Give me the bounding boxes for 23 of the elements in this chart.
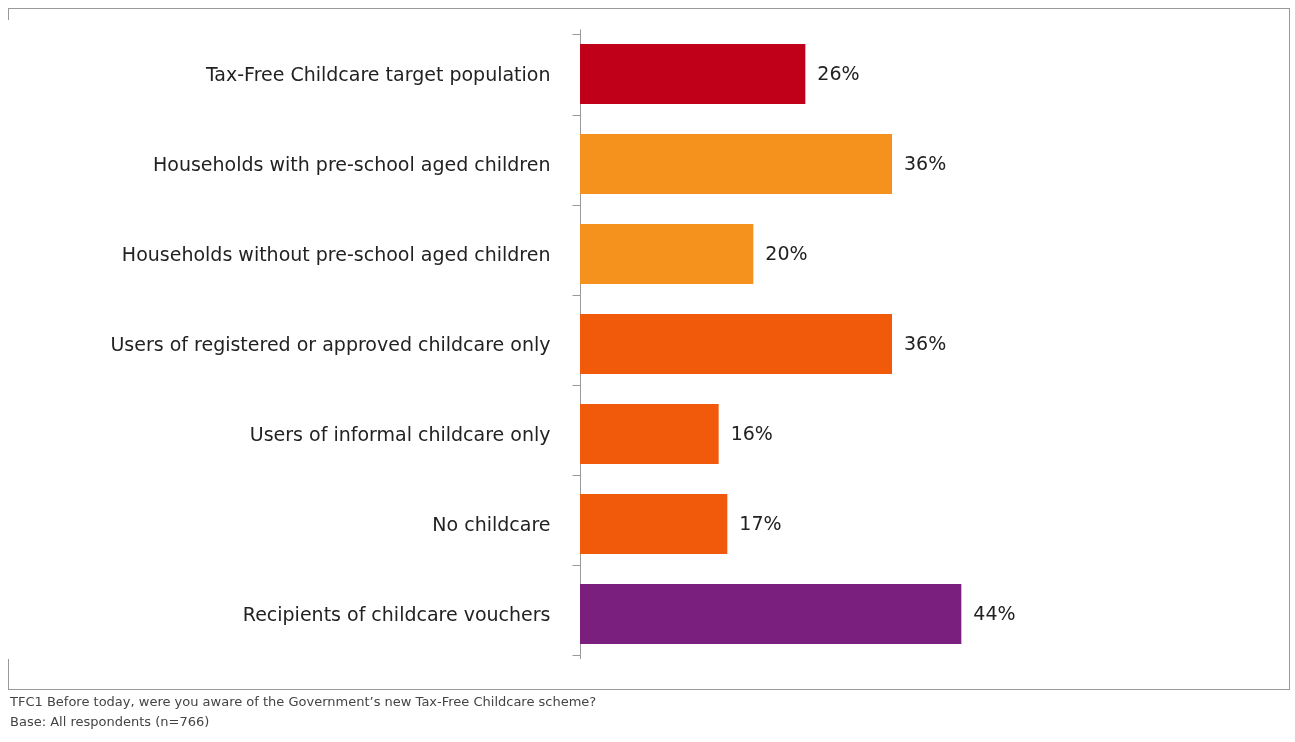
bar	[580, 404, 719, 464]
text: Base: All respondents (n=766)	[10, 713, 211, 731]
bar	[580, 584, 962, 644]
bar	[580, 224, 754, 284]
bar	[580, 494, 728, 554]
data-label: 36%	[904, 332, 947, 354]
y-tick-label: Users of registered or approved childcare only	[110, 332, 551, 355]
data-label: 20%	[765, 242, 808, 264]
data-label: 36%	[904, 152, 947, 174]
bar	[580, 134, 892, 194]
bar	[580, 314, 892, 374]
y-tick-label: Households with pre-school aged children	[152, 152, 551, 175]
data-label: 26%	[817, 62, 860, 84]
y-tick-label: No childcare	[432, 512, 551, 535]
bar	[580, 44, 806, 104]
data-label: 17%	[739, 512, 782, 534]
y-tick-label: Users of informal childcare only	[249, 422, 551, 445]
y-tick-label: Tax-Free Childcare target population	[204, 62, 551, 85]
data-label: 16%	[730, 422, 773, 444]
y-tick-label: Households without pre-school aged children	[121, 242, 551, 265]
text: TFC1 Before today, were you aware of the Government’s new Tax-Free Childcare scheme?	[10, 693, 597, 711]
y-tick-label: Recipients of childcare vouchers	[242, 602, 551, 625]
data-label: 44%	[973, 602, 1016, 624]
